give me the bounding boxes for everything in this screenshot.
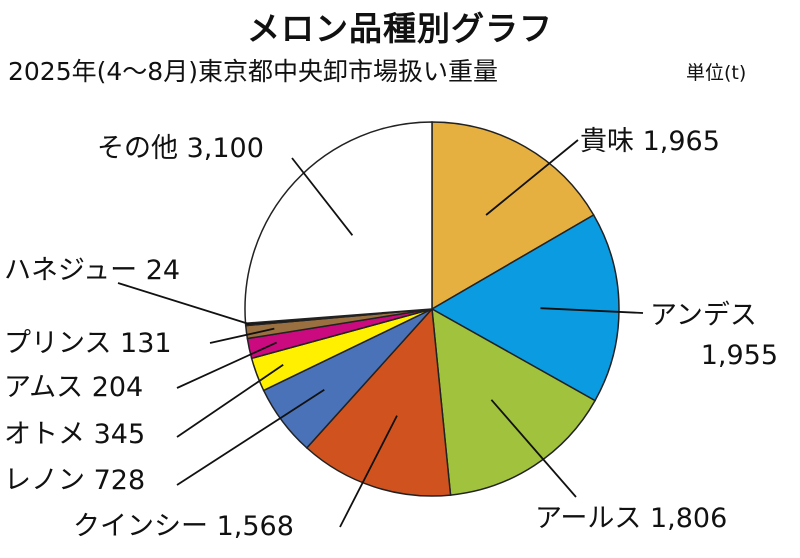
- slice-label: アンデス: [650, 300, 757, 331]
- slice-label: クインシー 1,568: [73, 511, 294, 542]
- leader-line: [176, 364, 284, 438]
- chart-title: メロン品種別グラフ: [247, 9, 553, 48]
- slice-value-label: 1,955: [701, 340, 778, 371]
- slice-label: その他 3,100: [97, 133, 264, 164]
- leader-line: [540, 307, 644, 314]
- slice-label: アールス 1,806: [535, 503, 727, 534]
- slice-label: 貴味 1,965: [580, 126, 720, 157]
- pie-slices: [244, 121, 620, 497]
- leader-line: [209, 327, 275, 344]
- unit-label: 単位(t): [686, 62, 747, 84]
- leader-line: [339, 415, 398, 528]
- pie-slice: [431, 121, 595, 311]
- pie-slice: [305, 307, 452, 497]
- slice-label: プリンス 131: [4, 328, 172, 359]
- leader-line: [291, 157, 354, 236]
- leader-line: [117, 282, 250, 325]
- pie-slice: [430, 213, 620, 402]
- leader-line: [490, 399, 577, 498]
- slice-label: アムス 204: [4, 372, 143, 403]
- slice-label: ハネジュー 24: [4, 255, 180, 286]
- leader-line: [485, 139, 579, 216]
- slice-labels: 貴味 1,965 アンデス 1,955 アールス 1,806 クインシー 1,568 レノ…: [4, 126, 778, 542]
- slice-label: オトメ 345: [4, 419, 145, 450]
- pie-slice: [431, 307, 597, 496]
- slice-label: レノン 728: [4, 465, 145, 496]
- pie-slice: [244, 121, 433, 325]
- leader-line: [176, 389, 325, 486]
- chart-subtitle: 2025年(4〜8月)東京都中央卸市場扱い重量: [8, 57, 498, 86]
- leader-lines: [117, 139, 644, 528]
- leader-line: [176, 341, 277, 389]
